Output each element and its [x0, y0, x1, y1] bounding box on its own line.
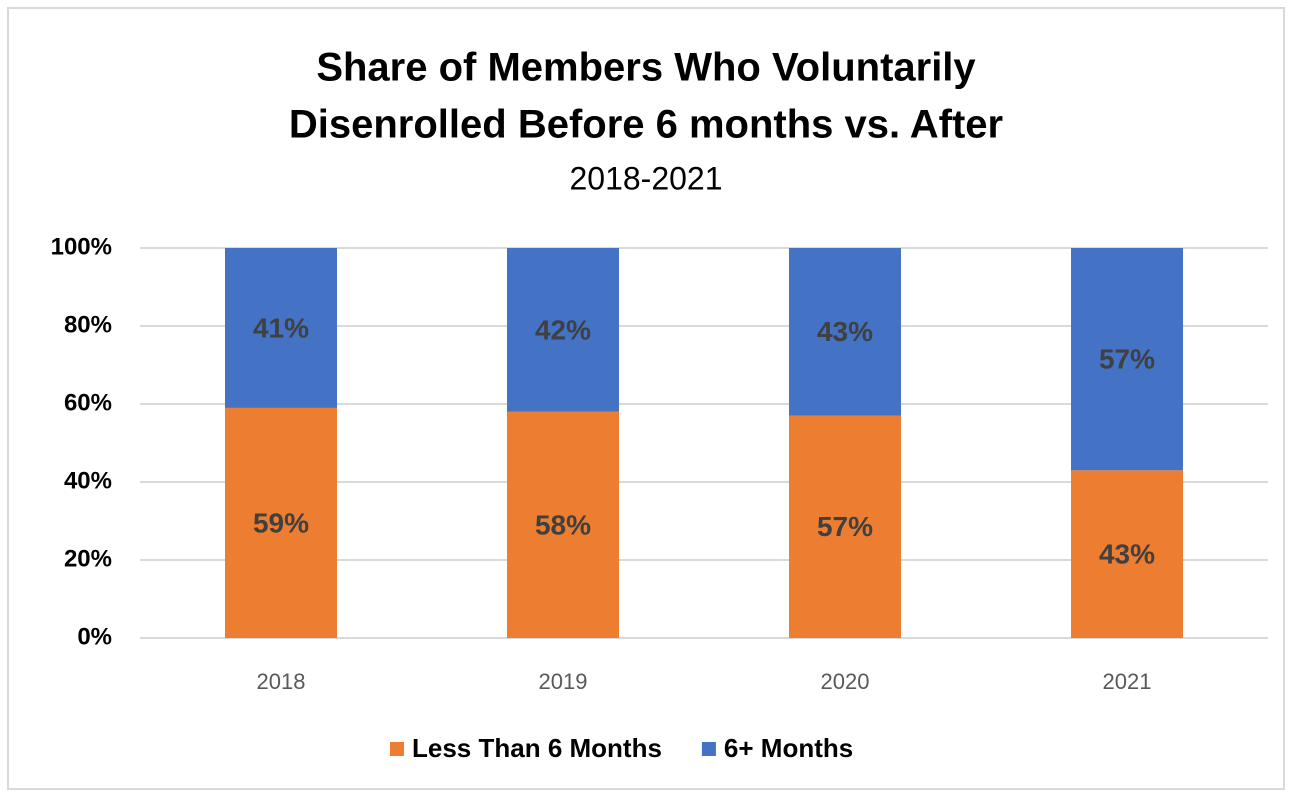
bar-segment [1071, 248, 1183, 471]
bar-segment [225, 248, 337, 408]
x-tick-label: 2021 [1103, 669, 1152, 694]
legend-swatch [701, 742, 716, 756]
bar-segment [507, 248, 619, 412]
bar-segment [225, 407, 337, 638]
bar-segment [789, 248, 901, 416]
data-label: 43% [1099, 539, 1155, 570]
y-tick-label: 40% [64, 467, 112, 494]
data-label: 42% [535, 314, 591, 345]
y-tick-label: 0% [77, 623, 112, 650]
legend-swatch [390, 742, 404, 756]
x-tick-label: 2019 [539, 669, 588, 694]
data-label: 41% [253, 312, 309, 343]
legend-label: 6+ Months [724, 733, 853, 763]
y-tick-label: 80% [64, 311, 112, 338]
y-tick-label: 60% [64, 389, 112, 416]
data-label: 43% [817, 316, 873, 347]
bar-segment [507, 411, 619, 638]
y-tick-label: 100% [51, 233, 112, 260]
x-tick-label: 2020 [821, 669, 870, 694]
bar-segment [789, 415, 901, 638]
data-label: 57% [1099, 344, 1155, 375]
data-label: 58% [535, 509, 591, 540]
bar-segment [1071, 470, 1183, 638]
chart-title: Disenrolled Before 6 months vs. After [289, 103, 1003, 147]
chart-subtitle: 2018-2021 [569, 160, 722, 196]
data-label: 57% [817, 511, 873, 542]
data-label: 59% [253, 507, 309, 538]
y-tick-label: 20% [64, 545, 112, 572]
x-tick-label: 2018 [257, 669, 306, 694]
legend-label: Less Than 6 Months [412, 733, 662, 763]
chart-title: Share of Members Who Voluntarily [316, 46, 976, 90]
